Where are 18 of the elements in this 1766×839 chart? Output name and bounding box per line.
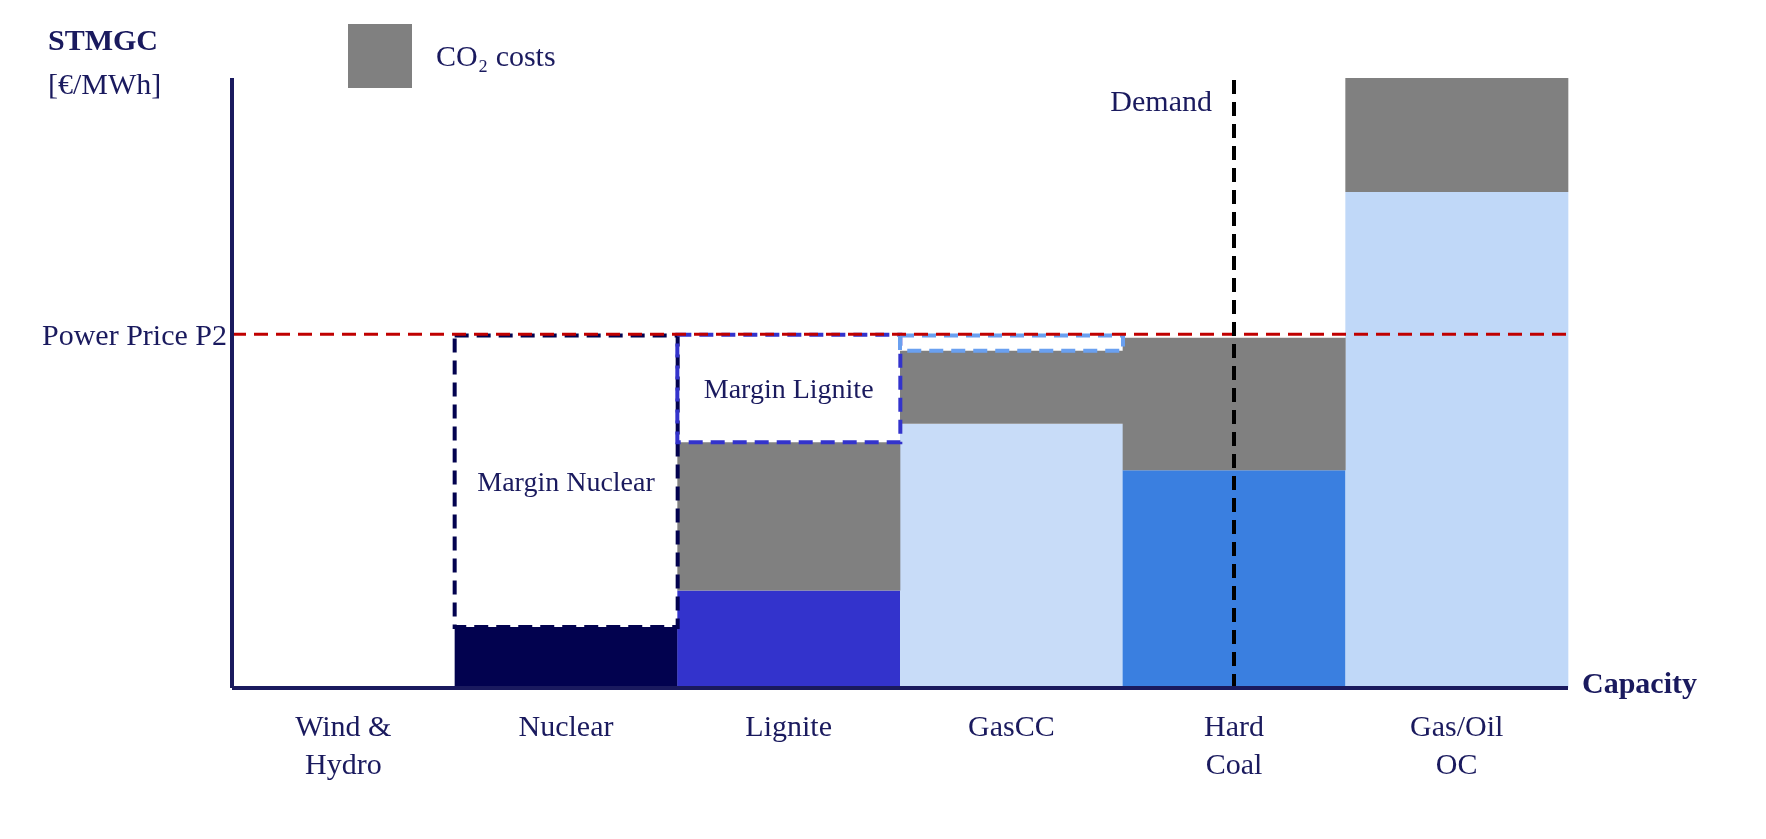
ref-line-label: Demand	[1110, 84, 1212, 118]
bar	[900, 423, 1123, 688]
y-axis-title: STMGC [€/MWh]	[48, 22, 163, 102]
x-tick-label: Wind & Hydro	[295, 709, 392, 780]
annotation: Margin Lignite	[703, 373, 874, 405]
x-tick-label: Hard Coal	[1204, 709, 1264, 780]
x-tick-label: Lignite	[745, 709, 832, 742]
x-tick-label: GasCC	[967, 709, 1055, 742]
legend-label: CO₂ costs	[436, 39, 556, 73]
bar	[1345, 192, 1569, 688]
x-tick-label: Nuclear	[518, 709, 614, 742]
ref-line-label: Power Price P2	[42, 317, 227, 351]
x-axis-title: Capacity	[1582, 666, 1697, 700]
bar	[677, 442, 901, 591]
bar	[677, 590, 901, 688]
annotation: Margin Nuclear	[477, 466, 656, 498]
bar	[1345, 78, 1569, 193]
x-tick-label: Gas/Oil OC	[1410, 709, 1504, 780]
